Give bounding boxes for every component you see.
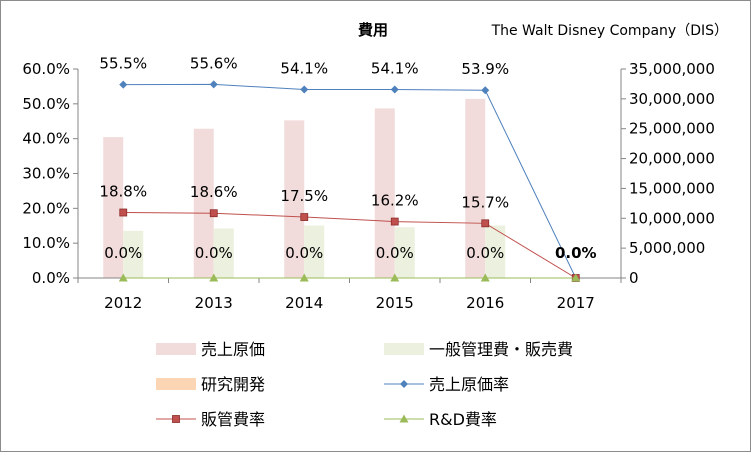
right-tick-label: 35,000,000 [629, 60, 715, 78]
legend-label: 一般管理費・販売費 [429, 340, 573, 359]
legend-marker [399, 414, 409, 423]
data-label-1-2015: 54.1% [371, 60, 419, 78]
legend-label: 販管費率 [201, 410, 265, 429]
data-label-3-2014: 0.0% [285, 244, 323, 262]
left-tick-label: 0.0% [32, 269, 70, 287]
data-label-3-2017: 0.0% [555, 244, 597, 262]
legend-item-4: 売上原価率 [384, 375, 509, 394]
point-2-2015 [390, 217, 399, 226]
right-tick-label: 25,000,000 [629, 120, 715, 138]
data-label-2-2014: 17.5% [280, 187, 328, 205]
point-1-2015 [390, 85, 399, 94]
legend-label: R&D費率 [429, 410, 497, 429]
legend-item-5: 販管費率 [156, 410, 265, 429]
bar-2-2016 [485, 225, 506, 278]
left-tick-label: 10.0% [22, 234, 70, 252]
data-label-3-2012: 0.0% [104, 244, 142, 262]
point-1-2013 [209, 80, 218, 89]
point-1-2014 [300, 85, 309, 94]
point-3-2012 [118, 273, 128, 282]
left-tick-label: 40.0% [22, 130, 70, 148]
axes-layer: 0.0% 10.0% 20.0% 30.0% 40.0% 50.0% 60.0% 0 5,000… [22, 60, 715, 312]
x-tick-label: 2017 [557, 294, 595, 312]
legend-marker [400, 380, 408, 388]
legend-label: 研究開発 [201, 375, 265, 394]
x-tick-label: 2015 [376, 294, 414, 312]
bar-2-2012 [123, 230, 144, 278]
legend-item-1: 売上原価 [156, 340, 265, 359]
lines-layer [118, 80, 581, 282]
bar-2-2015 [394, 227, 415, 278]
x-tick-label: 2014 [285, 294, 323, 312]
bar-2-2013 [213, 228, 234, 278]
bar-1-2013 [193, 128, 214, 278]
right-tick-label: 10,000,000 [629, 209, 715, 227]
point-3-2016 [480, 273, 490, 282]
point-3-2015 [390, 273, 400, 282]
legend-swatch [384, 343, 424, 355]
legend-item-2: 一般管理費・販売費 [384, 340, 573, 359]
chart-title: 費用 [358, 21, 388, 39]
legend-item-3: 研究開発 [156, 375, 265, 394]
bar-1-2015 [374, 108, 395, 278]
data-label-3-2016: 0.0% [466, 244, 504, 262]
line-series-2 [123, 212, 577, 279]
data-label-3-2013: 0.0% [195, 244, 233, 262]
x-tick-label: 2012 [104, 294, 142, 312]
legend-label: 売上原価率 [429, 375, 509, 394]
bar-1-2014 [284, 120, 305, 279]
right-tick-label: 0 [629, 269, 639, 287]
left-tick-label: 50.0% [22, 95, 70, 113]
right-tick-label: 20,000,000 [629, 150, 715, 168]
data-label-2-2012: 18.8% [99, 183, 147, 201]
x-tick-label: 2013 [195, 294, 233, 312]
point-2-2012 [119, 208, 128, 217]
right-tick-label: 5,000,000 [629, 239, 705, 257]
point-1-2012 [119, 80, 128, 89]
legend-item-6: R&D費率 [384, 410, 497, 429]
point-3-2017 [571, 273, 581, 282]
data-label-2-2015: 16.2% [371, 192, 419, 210]
point-2-2014 [300, 213, 309, 221]
data-label-3-2015: 0.0% [376, 244, 414, 262]
x-tick-label: 2016 [466, 294, 504, 312]
point-1-2016 [481, 86, 490, 95]
legend-label: 売上原価 [201, 340, 265, 359]
legend-swatch [156, 343, 196, 355]
left-tick-label: 30.0% [22, 165, 70, 183]
point-2-2016 [481, 219, 490, 228]
right-tick-label: 15,000,000 [629, 179, 715, 197]
data-labels-layer: 55.5% 55.6% 54.1% 54.1% 53.9% 18.8% 18.6% 17.5%… [99, 54, 596, 262]
data-label-1-2014: 54.1% [280, 60, 328, 78]
line-series-1 [123, 83, 577, 279]
bar-1-2012 [103, 137, 124, 278]
data-label-2-2013: 18.6% [190, 183, 238, 201]
point-3-2014 [299, 273, 309, 282]
chart-subtitle: The Walt Disney Company（DIS） [491, 23, 728, 39]
point-2-2013 [209, 209, 218, 218]
left-tick-label: 60.0% [22, 60, 70, 78]
left-tick-label: 20.0% [22, 199, 70, 217]
bar-1-2016 [465, 98, 486, 278]
legend-swatch [156, 378, 196, 390]
bar-2-2014 [304, 225, 325, 278]
bars-layer [103, 98, 506, 279]
data-label-1-2012: 55.5% [99, 55, 147, 73]
right-tick-label: 30,000,000 [629, 90, 715, 108]
point-3-2013 [209, 273, 219, 282]
data-label-2-2016: 15.7% [461, 193, 509, 211]
data-label-1-2013: 55.6% [190, 54, 238, 72]
data-label-1-2016: 53.9% [461, 60, 509, 78]
legend-marker [172, 415, 180, 423]
